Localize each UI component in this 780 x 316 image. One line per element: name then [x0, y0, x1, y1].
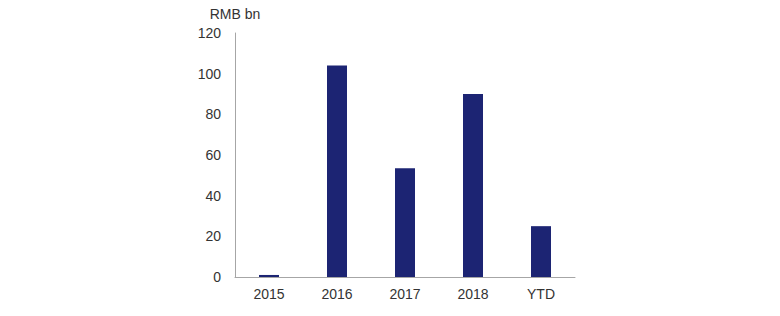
svg-text:20: 20 — [205, 228, 221, 244]
svg-text:YTD: YTD — [527, 286, 555, 302]
svg-text:2016: 2016 — [321, 286, 352, 302]
svg-text:2015: 2015 — [253, 286, 284, 302]
svg-text:RMB bn: RMB bn — [210, 6, 261, 22]
svg-text:80: 80 — [205, 106, 221, 122]
svg-text:0: 0 — [213, 269, 221, 285]
svg-text:120: 120 — [198, 25, 222, 41]
svg-text:40: 40 — [205, 188, 221, 204]
svg-text:100: 100 — [198, 66, 222, 82]
svg-text:2017: 2017 — [389, 286, 420, 302]
svg-text:60: 60 — [205, 147, 221, 163]
svg-text:2018: 2018 — [457, 286, 488, 302]
